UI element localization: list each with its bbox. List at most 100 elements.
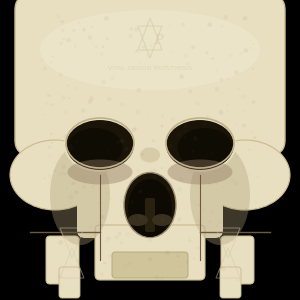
Circle shape [139,62,140,64]
Circle shape [152,139,155,142]
Circle shape [188,169,192,174]
FancyBboxPatch shape [145,198,155,232]
FancyBboxPatch shape [95,225,205,280]
Circle shape [66,38,71,43]
Circle shape [234,70,239,75]
FancyBboxPatch shape [220,267,241,298]
Circle shape [228,157,230,158]
Ellipse shape [178,128,232,168]
Circle shape [134,27,139,32]
Circle shape [62,235,66,238]
Circle shape [213,160,218,164]
Circle shape [72,181,76,184]
Circle shape [118,232,122,236]
Circle shape [83,186,86,189]
Circle shape [243,18,245,20]
Circle shape [61,164,66,169]
Circle shape [139,190,142,193]
FancyBboxPatch shape [46,236,79,284]
Circle shape [177,255,179,258]
Circle shape [226,104,228,106]
FancyBboxPatch shape [59,267,80,298]
Circle shape [178,218,181,221]
Ellipse shape [190,145,250,245]
Circle shape [101,80,106,84]
Circle shape [79,155,81,157]
Circle shape [212,164,214,166]
Circle shape [68,98,70,99]
Circle shape [207,22,212,27]
Circle shape [206,257,208,259]
Circle shape [206,116,209,118]
Circle shape [72,37,73,38]
Circle shape [136,88,141,93]
Circle shape [44,177,46,179]
Circle shape [103,262,106,265]
Circle shape [242,123,246,128]
Circle shape [89,96,94,101]
Circle shape [252,68,254,70]
Circle shape [160,218,165,223]
Circle shape [136,50,138,52]
Circle shape [160,124,163,128]
Circle shape [104,16,109,21]
Circle shape [106,38,109,40]
Circle shape [95,45,98,48]
Circle shape [218,110,224,115]
Circle shape [244,48,248,53]
Circle shape [92,42,93,44]
Circle shape [69,144,72,147]
Circle shape [120,139,124,143]
Circle shape [63,38,65,40]
Circle shape [107,97,112,101]
Circle shape [161,115,163,116]
Ellipse shape [167,160,232,184]
Ellipse shape [10,140,100,210]
Ellipse shape [128,214,148,226]
Circle shape [59,93,60,94]
Circle shape [148,257,152,261]
Circle shape [102,45,104,48]
Circle shape [196,247,199,249]
Circle shape [51,103,53,106]
Circle shape [89,235,93,239]
Circle shape [203,123,206,125]
Circle shape [220,78,223,81]
Circle shape [124,147,129,151]
Circle shape [129,34,133,38]
Circle shape [131,128,136,132]
Circle shape [169,183,173,187]
Ellipse shape [128,179,172,237]
Circle shape [168,226,171,229]
Circle shape [135,50,137,52]
Circle shape [51,142,53,144]
Circle shape [88,99,92,104]
Circle shape [74,45,77,48]
Ellipse shape [200,140,290,210]
Circle shape [205,51,209,55]
Circle shape [244,208,248,211]
Circle shape [188,239,191,242]
Circle shape [134,67,136,68]
FancyBboxPatch shape [112,252,188,278]
Ellipse shape [40,10,260,90]
Circle shape [63,144,64,145]
Circle shape [131,200,134,203]
Circle shape [67,85,69,87]
Circle shape [184,136,186,137]
Circle shape [169,144,173,148]
Ellipse shape [65,119,135,171]
Circle shape [249,173,251,175]
Circle shape [214,87,219,92]
Ellipse shape [152,214,172,226]
Circle shape [139,215,143,220]
Circle shape [227,111,229,112]
Circle shape [44,268,47,271]
Circle shape [210,239,212,241]
Text: P: P [154,34,162,46]
Circle shape [68,195,74,200]
Circle shape [151,45,152,46]
Circle shape [238,88,239,90]
Ellipse shape [165,119,235,171]
FancyBboxPatch shape [15,0,285,155]
